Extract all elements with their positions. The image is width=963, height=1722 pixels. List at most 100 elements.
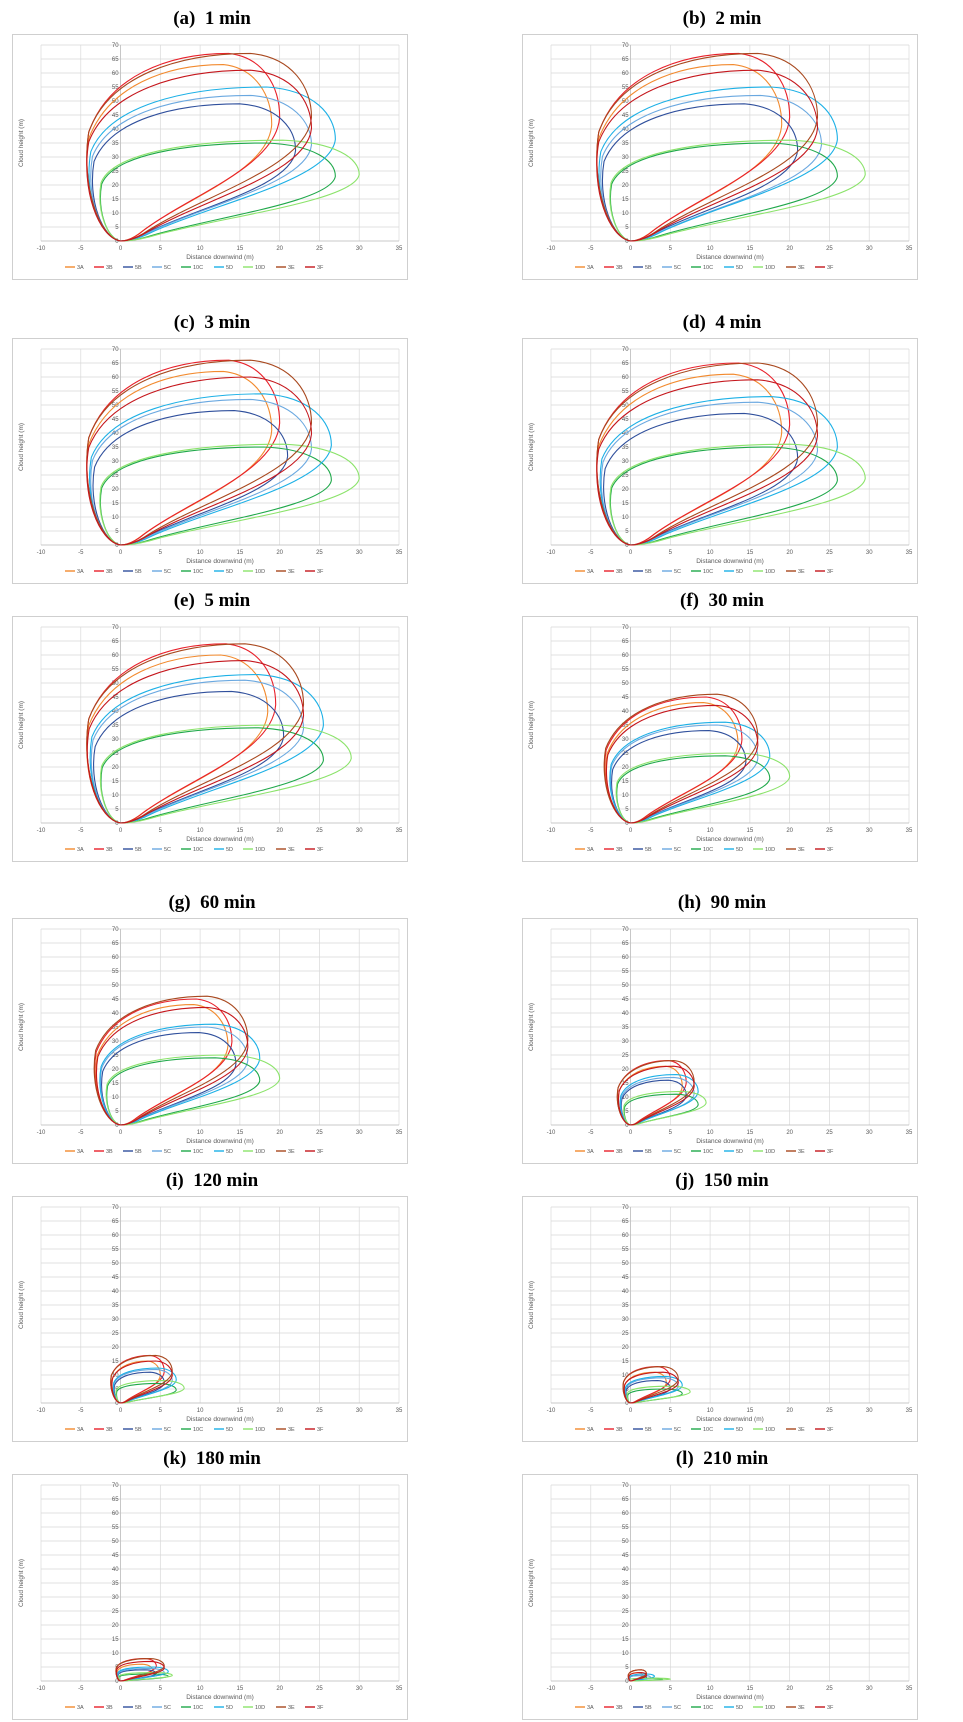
x-axis-label: Distance downwind (m) (696, 558, 764, 565)
y-tick-label: 45 (622, 113, 629, 119)
x-tick-label: 5 (669, 828, 673, 834)
y-tick-label: 30 (622, 1595, 629, 1601)
legend-label: 5D (736, 1149, 743, 1155)
y-tick-label: 30 (112, 737, 119, 743)
y-tick-label: 25 (112, 169, 119, 175)
x-tick-label: -5 (588, 1130, 594, 1136)
x-tick-label: 10 (197, 550, 204, 556)
legend-label: 3F (317, 847, 324, 853)
series-line-10C (100, 727, 324, 824)
y-tick-label: 30 (622, 1039, 629, 1045)
panel-title: (j) 150 min (492, 1170, 952, 1192)
x-tick-label: 30 (356, 1408, 363, 1414)
legend-label: 5C (164, 847, 171, 853)
x-tick-label: -5 (588, 550, 594, 556)
y-tick-label: 10 (112, 515, 119, 521)
x-tick-label: 15 (237, 1408, 244, 1414)
y-tick-label: 50 (622, 99, 629, 105)
y-tick-label: 50 (112, 681, 119, 687)
y-tick-label: 45 (622, 417, 629, 423)
series-line-10D (118, 1672, 173, 1682)
y-tick-label: 55 (622, 667, 629, 673)
x-tick-label: -10 (37, 828, 46, 834)
legend-label: 3E (288, 569, 295, 575)
legend-label: 3B (616, 1705, 623, 1711)
legend-label: 5D (226, 1427, 233, 1433)
x-tick-label: 25 (826, 550, 833, 556)
x-tick-label: 35 (906, 550, 913, 556)
x-tick-label: 25 (316, 246, 323, 252)
x-tick-label: 0 (119, 550, 123, 556)
x-tick-label: 15 (747, 550, 754, 556)
panel-title: (d) 4 min (492, 312, 952, 334)
y-tick-label: 55 (622, 969, 629, 975)
legend-label: 10D (255, 265, 265, 271)
y-tick-label: 60 (112, 653, 119, 659)
legend-label: 5B (135, 1427, 142, 1433)
series-line-3F (86, 69, 313, 242)
legend-label: 5B (645, 847, 652, 853)
legend-label: 3B (106, 1149, 113, 1155)
y-tick-label: 30 (622, 737, 629, 743)
y-axis-label: Cloud height (m) (18, 701, 25, 749)
panel-label: (g) (168, 892, 191, 913)
legend-label: 3E (798, 847, 805, 853)
legend-label: 5C (674, 569, 681, 575)
legend-label: 3B (106, 1705, 113, 1711)
panel-label: (f) (680, 590, 700, 611)
x-tick-label: 0 (119, 1686, 123, 1692)
y-tick-label: 10 (622, 793, 629, 799)
legend-label: 3A (77, 1149, 84, 1155)
x-tick-label: 25 (826, 1130, 833, 1136)
legend-label: 3A (587, 265, 594, 271)
x-tick-label: 5 (159, 1130, 163, 1136)
y-tick-label: 35 (622, 445, 629, 451)
y-tick-label: 55 (622, 389, 629, 395)
x-tick-label: -5 (78, 1408, 84, 1414)
y-tick-label: 60 (622, 375, 629, 381)
series-line-3F (596, 69, 819, 242)
x-axis-label: Distance downwind (m) (186, 558, 254, 565)
panel-time: 4 min (715, 312, 762, 333)
y-axis-label: Cloud height (m) (528, 119, 535, 167)
x-tick-label: -5 (78, 550, 84, 556)
series-line-5D (89, 393, 332, 546)
y-tick-label: 35 (112, 141, 119, 147)
x-axis-label: Distance downwind (m) (186, 1694, 254, 1701)
y-tick-label: 25 (622, 1609, 629, 1615)
y-tick-label: 30 (622, 459, 629, 465)
legend-label: 3E (798, 1705, 805, 1711)
x-tick-label: -5 (78, 1686, 84, 1692)
y-tick-label: 50 (112, 1539, 119, 1545)
y-tick-label: 10 (622, 1651, 629, 1657)
series-line-10D (626, 1385, 691, 1404)
legend-label: 5B (135, 569, 142, 575)
series-line-3F (628, 1672, 648, 1682)
x-axis-label: Distance downwind (m) (696, 254, 764, 261)
x-tick-label: 25 (826, 1686, 833, 1692)
legend-label: 10D (765, 847, 775, 853)
x-tick-label: 25 (316, 828, 323, 834)
legend-label: 5B (135, 1149, 142, 1155)
series-line-5C (90, 398, 313, 546)
y-axis-label: Cloud height (m) (18, 1003, 25, 1051)
x-tick-label: 25 (316, 1686, 323, 1692)
panel-label: (a) (173, 8, 196, 29)
series-line-10C (610, 142, 838, 242)
panel-label: (d) (682, 312, 706, 333)
y-axis-label: Cloud height (m) (528, 423, 535, 471)
y-tick-label: 10 (622, 1373, 629, 1379)
y-tick-label: 10 (112, 1373, 119, 1379)
legend-label: 5B (135, 265, 142, 271)
y-tick-label: 65 (622, 941, 629, 947)
chart-panel: 0 5 10 15 20 25 30 35 40 45 50 55 60 65 70 -10 -5 0 5 10 15 2… (522, 1196, 918, 1442)
x-tick-label: -10 (547, 828, 556, 834)
legend-label: 3A (77, 1705, 84, 1711)
y-tick-label: 40 (622, 127, 629, 133)
legend-label: 5C (674, 1149, 681, 1155)
x-tick-label: 15 (747, 828, 754, 834)
chart-panel: 0 5 10 15 20 25 30 35 40 45 50 55 60 65 70 -10 -5 0 5 10 15 2… (12, 616, 408, 862)
x-tick-label: 0 (629, 246, 633, 252)
